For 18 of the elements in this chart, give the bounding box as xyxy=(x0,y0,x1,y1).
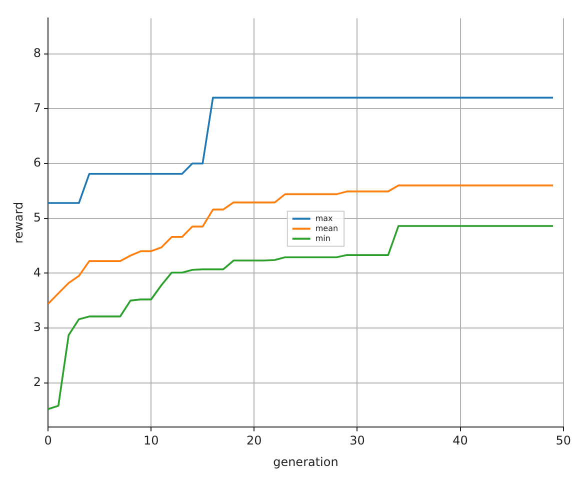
y-tick-label: 7 xyxy=(33,100,42,115)
x-tick-label: 10 xyxy=(143,434,159,448)
legend-label: max xyxy=(315,214,334,223)
y-tick-label: 4 xyxy=(33,265,42,280)
y-tick-label: 8 xyxy=(33,46,42,60)
y-tick-label: 2 xyxy=(33,374,42,389)
x-tick-label: 20 xyxy=(246,434,262,448)
y-axis-title: reward xyxy=(11,202,26,244)
x-tick-label: 0 xyxy=(44,434,52,448)
x-tick-label: 40 xyxy=(452,434,468,448)
y-tick-label: 5 xyxy=(33,210,42,224)
legend-label: min xyxy=(315,234,330,243)
x-axis-title: generation xyxy=(273,454,338,469)
legend-label: mean xyxy=(315,224,338,233)
x-tick-label: 50 xyxy=(556,434,572,448)
y-tick-label: 3 xyxy=(33,320,42,334)
x-tick-label: 30 xyxy=(350,434,365,448)
y-tick-label: 6 xyxy=(33,156,42,170)
